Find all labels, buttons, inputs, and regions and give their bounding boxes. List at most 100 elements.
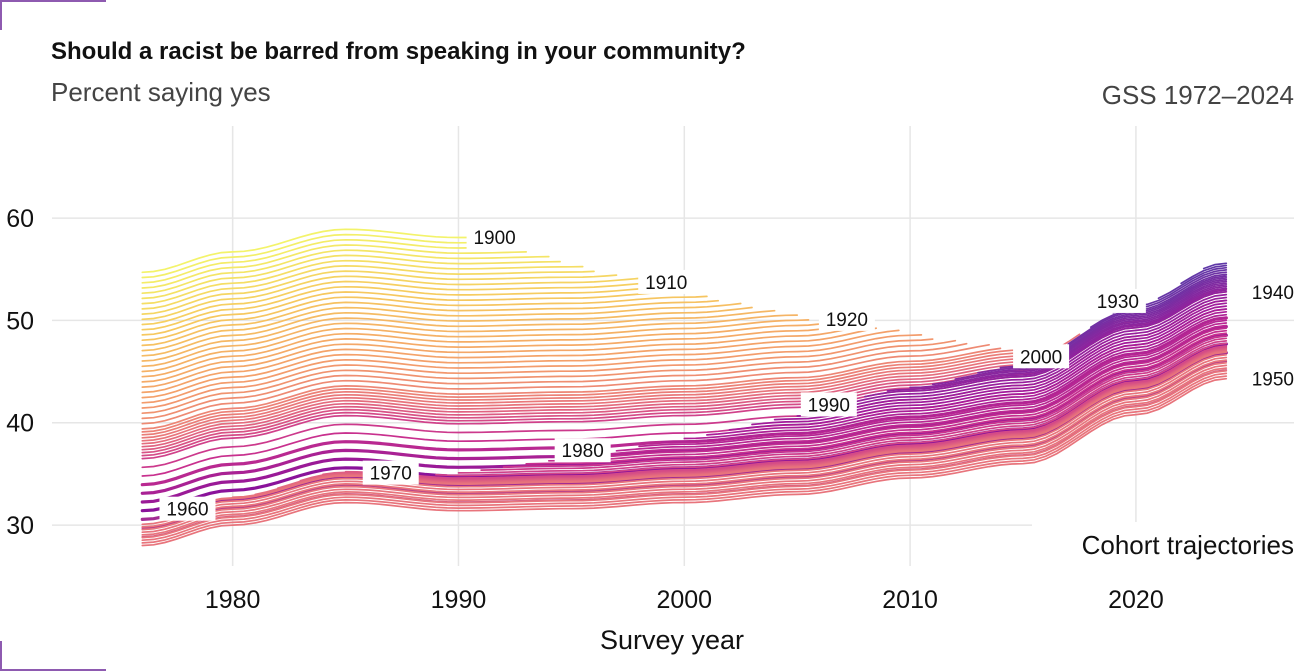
cohort-line-1974 xyxy=(502,334,1228,468)
cohort-line-1981 xyxy=(660,316,1228,443)
x-axis-ticks: 1980 1990 2000 2010 2020 xyxy=(205,586,1164,614)
cohort-line-1900 xyxy=(141,228,482,274)
cohort-line-1913 xyxy=(141,295,708,342)
cohort-line-1989 xyxy=(841,293,1228,406)
cohort-line-1923 xyxy=(141,327,878,394)
cohort-line-1977 xyxy=(570,327,1228,459)
cohort-label-bg-8 xyxy=(554,438,611,463)
chart-subtitle: Percent saying yes xyxy=(51,77,271,107)
cohort-label-1940: 1940 xyxy=(1252,283,1294,304)
cohort-line-1988 xyxy=(818,296,1228,413)
cohort-line-1922 xyxy=(141,324,866,388)
cohort-line-1990 xyxy=(864,290,1228,398)
cohort-label-1960: 1960 xyxy=(166,500,208,521)
cohort-line-1956 xyxy=(141,361,1228,531)
y-tick-label-3: 60 xyxy=(6,205,34,233)
corner-mark-bottom xyxy=(0,641,106,671)
cohort-line-1936 xyxy=(141,319,1115,448)
cohort-label-1930: 1930 xyxy=(1097,292,1139,313)
cohort-label-1980: 1980 xyxy=(562,441,604,462)
cohort-label-bg-1 xyxy=(638,269,695,294)
chart-title: Should a racist be barred from speaking … xyxy=(51,38,746,65)
cohort-label-1950: 1950 xyxy=(1252,370,1294,391)
cohort-line-1998 xyxy=(1044,277,1228,359)
y-tick-label-2: 50 xyxy=(6,307,34,335)
cohort-line-1980 xyxy=(638,319,1228,448)
cohort-line-1901 xyxy=(141,233,494,279)
cohort-line-1908 xyxy=(141,270,618,315)
cohort-line-1948 xyxy=(141,360,1228,529)
cohort-label-bg-5 xyxy=(1244,366,1294,391)
cohort-labels: 1900 1910 1920 1930 1940 1950 1960 1970 1980 1990… xyxy=(159,225,1294,521)
cohort-line-1918 xyxy=(141,314,799,368)
cohort-label-bg-0 xyxy=(466,225,523,250)
cohort-label-bg-6 xyxy=(159,496,216,521)
cohort-line-1984 xyxy=(728,308,1228,431)
cohort-line-1931 xyxy=(141,349,1024,433)
cohort-line-1902 xyxy=(141,238,516,284)
cohort-line-1911 xyxy=(141,285,674,331)
cohort-line-1937 xyxy=(141,319,1126,451)
cohort-line-1924 xyxy=(141,329,900,399)
cohort-label-bg-10 xyxy=(1013,344,1070,369)
cohort-line-1916 xyxy=(141,306,753,357)
cohort-line-1930 xyxy=(141,347,1002,430)
cohort-line-1915 xyxy=(141,302,742,352)
y-tick-label-0: 30 xyxy=(6,512,34,540)
cohort-line-1934 xyxy=(141,333,1081,442)
cohort-line-1955 xyxy=(141,364,1228,534)
cohort-line-1935 xyxy=(141,328,1092,445)
cohort-line-1979 xyxy=(615,322,1228,452)
cohort-line-1904 xyxy=(141,249,550,295)
cohort-line-1907 xyxy=(141,265,595,310)
cohort-line-1921 xyxy=(141,324,844,383)
cohort-line-2003 xyxy=(1157,266,1228,300)
cohort-line-1976 xyxy=(547,329,1228,462)
cohort-line-1926 xyxy=(141,338,934,409)
cohort-line-2000 xyxy=(1089,273,1228,329)
cohort-label-2000: 2000 xyxy=(1020,347,1062,368)
cohort-line-1928 xyxy=(141,342,968,420)
x-tick-label-2: 2000 xyxy=(656,586,712,614)
cohort-line-1999 xyxy=(1067,275,1228,345)
cohort-line-1914 xyxy=(141,299,720,347)
cohort-line-1920 xyxy=(141,321,832,378)
cohort-line-1982 xyxy=(683,313,1228,440)
cohort-line-1978 xyxy=(593,324,1228,456)
cohort-line-1958 xyxy=(141,356,1228,526)
cohort-line-2002 xyxy=(1135,269,1228,307)
cohort-line-2004 xyxy=(1180,264,1228,285)
cohort-label-bg-4 xyxy=(1244,279,1294,304)
cohort-line-1905 xyxy=(141,254,561,300)
x-tick-label-1: 1990 xyxy=(431,586,487,614)
y-axis-ticks: 30 40 50 60 xyxy=(6,205,34,540)
cohort-line-1917 xyxy=(141,309,776,362)
cohort-line-1932 xyxy=(141,350,1036,436)
cohort-line-1944 xyxy=(140,325,1228,495)
cohort-line-1912 xyxy=(141,291,686,336)
cohort-lines xyxy=(140,228,1228,547)
cohort-line-1953 xyxy=(141,369,1228,539)
cohort-line-1903 xyxy=(141,244,528,289)
cohort-line-1919 xyxy=(141,319,810,373)
cohort-line-1929 xyxy=(141,343,990,425)
cohort-line-1909 xyxy=(141,275,640,321)
cohort-label-bg-2 xyxy=(818,306,875,331)
chart-caption: Cohort trajectories xyxy=(1082,530,1294,560)
caption-background xyxy=(1032,522,1294,570)
cohort-line-1954 xyxy=(141,367,1228,536)
cohort-line-1906 xyxy=(141,259,584,305)
chart-source: GSS 1972–2024 xyxy=(1101,80,1294,110)
x-tick-label-3: 2010 xyxy=(882,586,938,614)
cohort-line-1952 xyxy=(141,372,1228,542)
cohort-line-2005 xyxy=(1202,262,1228,270)
cohort-line-1983 xyxy=(706,310,1228,436)
cohort-label-1970: 1970 xyxy=(370,464,412,485)
cohort-line-1971 xyxy=(435,342,1228,477)
x-axis-title: Survey year xyxy=(600,625,744,655)
corner-mark-top xyxy=(0,0,106,30)
cohort-line-1970 xyxy=(412,345,1228,479)
y-tick-label-1: 40 xyxy=(6,410,34,438)
cohort-line-1987 xyxy=(796,299,1228,417)
